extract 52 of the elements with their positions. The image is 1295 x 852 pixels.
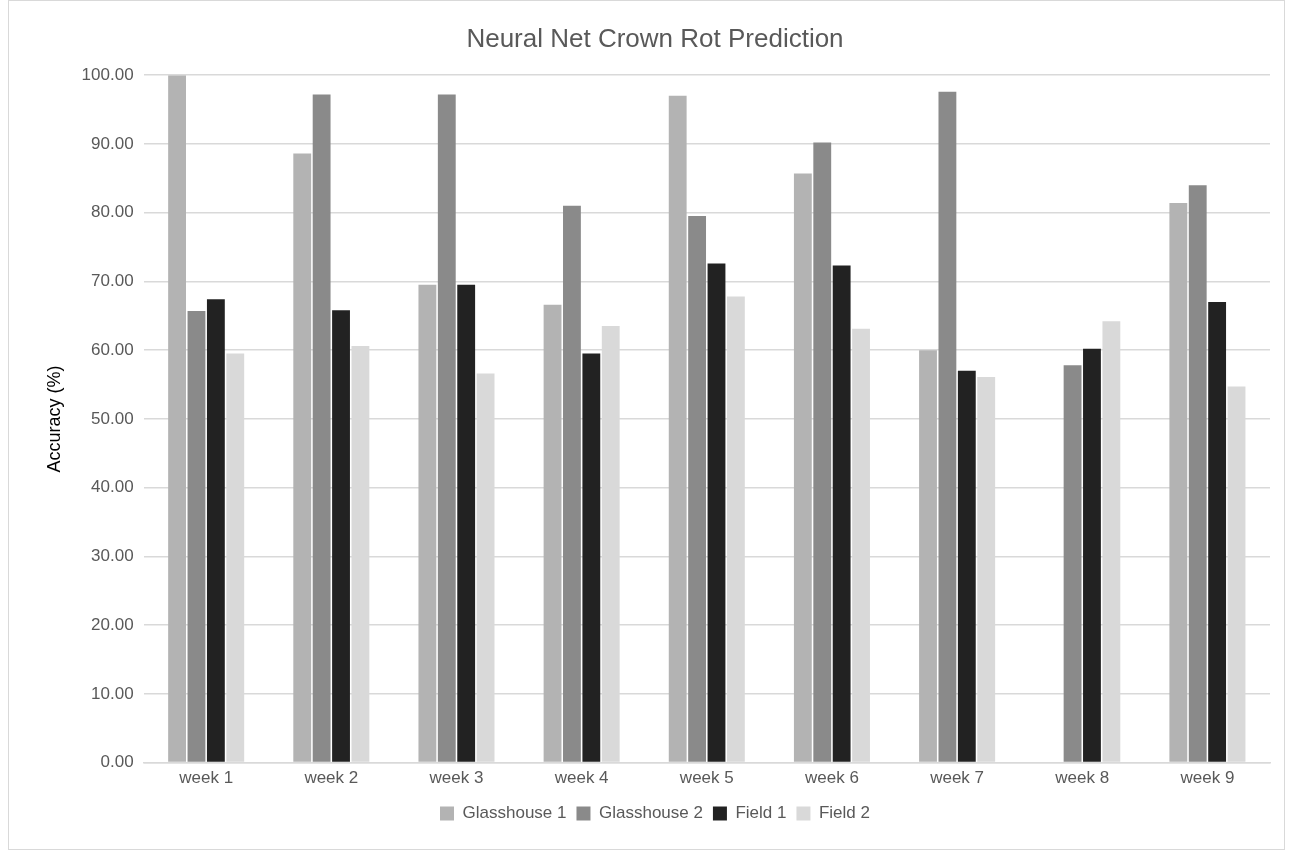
x-tick-label: week 5: [678, 768, 734, 788]
x-tick-label: week 8: [1054, 768, 1110, 788]
y-tick-label: 100.00: [81, 64, 134, 84]
bar: [1208, 302, 1227, 762]
y-tick-label: 0.00: [100, 752, 134, 772]
bar: [312, 94, 331, 762]
x-tick-label: week 2: [303, 768, 359, 788]
bar: [707, 263, 726, 762]
y-tick-label: 50.00: [91, 408, 134, 428]
bar: [957, 370, 976, 762]
y-tick-label: 20.00: [91, 614, 134, 634]
chart-title: Neural Net Crown Rot Prediction: [466, 22, 844, 53]
x-tick-label: week 3: [428, 768, 484, 788]
y-tick-label: 70.00: [91, 271, 134, 291]
x-tick-label: week 9: [1179, 768, 1235, 788]
bar: [688, 216, 707, 762]
legend-label: Field 1: [735, 803, 787, 823]
bar: [457, 284, 476, 762]
x-tick-label: week 1: [178, 768, 234, 788]
legend-label: Field 2: [818, 803, 870, 823]
bar: [1083, 348, 1101, 762]
bar: [168, 75, 186, 762]
legend-label: Glasshouse 2: [598, 803, 703, 823]
bar: [668, 95, 687, 762]
bar: [919, 350, 937, 762]
bar: [418, 284, 437, 762]
bar: [206, 299, 225, 762]
y-tick-label: 60.00: [91, 339, 134, 359]
bar: [582, 353, 601, 762]
y-axis-title: Accuracy (%): [43, 365, 64, 473]
x-tick-label: week 4: [553, 768, 609, 788]
y-tick-label: 30.00: [91, 546, 134, 566]
bar: [1188, 185, 1207, 762]
x-tick-label: week 6: [804, 768, 859, 788]
bar: [813, 142, 832, 762]
bar: [563, 205, 581, 762]
bar: [793, 173, 812, 762]
y-tick-label: 40.00: [91, 477, 134, 497]
bar: [187, 310, 206, 762]
bar: [437, 94, 456, 762]
bar: [332, 310, 350, 762]
y-tick-label: 80.00: [91, 202, 134, 222]
bar: [938, 91, 957, 762]
bar: [1063, 365, 1082, 762]
y-tick-label: 10.00: [91, 683, 134, 703]
bar: [1169, 203, 1188, 762]
x-tick-label: week 7: [929, 768, 985, 788]
y-tick-label: 90.00: [91, 133, 134, 153]
bar: [832, 265, 851, 762]
bar: [543, 304, 562, 762]
bar: [293, 153, 312, 762]
legend-label: Glasshouse 1: [462, 803, 567, 823]
